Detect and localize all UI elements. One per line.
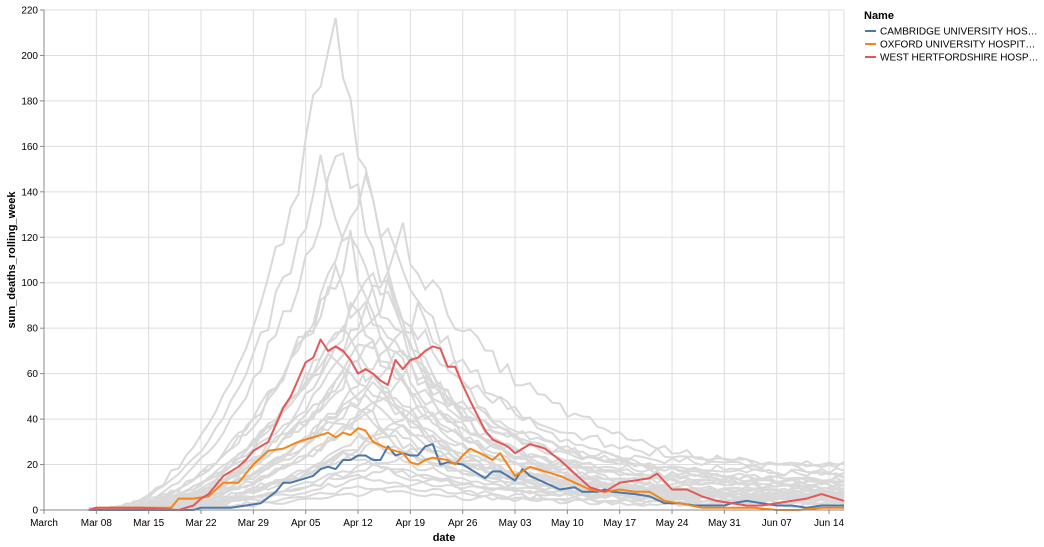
series-line [88, 338, 845, 511]
y-gridlines [44, 9, 844, 511]
background-series-line [88, 154, 845, 511]
x-tick-label: Apr 05 [291, 518, 321, 529]
y-axis: 0 20 40 60 80 100 120 140 160 180 200 220 [21, 6, 45, 517]
y-tick-label: 20 [27, 460, 39, 471]
legend-label: WEST HERTFORDSHIRE HOSP… [880, 53, 1039, 64]
y-tick-label: 220 [21, 6, 38, 17]
y-tick-label: 0 [32, 506, 38, 517]
legend-label: CAMBRIDGE UNIVERSITY HOS… [880, 27, 1038, 38]
legend: Name CAMBRIDGE UNIVERSITY HOS… OXFORD UNI… [864, 10, 1039, 64]
y-axis-title: sum_deaths_rolling_week [6, 191, 18, 329]
series-line [88, 427, 844, 511]
y-tick-label: 180 [21, 96, 38, 107]
legend-title: Name [864, 10, 894, 22]
y-tick-label: 60 [27, 369, 39, 380]
x-tick-label: May 17 [603, 518, 636, 529]
x-tick-label: Apr 26 [448, 518, 478, 529]
x-tick-label: March [30, 518, 58, 529]
background-series-line [88, 404, 845, 512]
x-tick-label: Apr 12 [343, 518, 373, 529]
x-tick-label: Jun 07 [762, 518, 792, 529]
y-tick-label: 160 [21, 142, 38, 153]
y-tick-label: 100 [21, 278, 38, 289]
legend-label: OXFORD UNIVERSITY HOSPIT… [880, 40, 1035, 51]
background-series-line [88, 17, 845, 512]
x-axis-title: date [433, 532, 456, 544]
x-tick-label: Jun 14 [814, 518, 844, 529]
x-tick-label: Mar 08 [81, 518, 113, 529]
x-axis: March Mar 08 Mar 15 Mar 22 Mar 29 Apr 05 Apr 1… [30, 509, 844, 529]
y-tick-label: 120 [21, 233, 38, 244]
background-series-line [88, 274, 845, 511]
x-tick-label: May 03 [499, 518, 532, 529]
x-tick-label: May 10 [551, 518, 584, 529]
y-tick-label: 80 [27, 324, 39, 335]
x-tick-label: Mar 15 [133, 518, 165, 529]
y-tick-label: 200 [21, 51, 38, 62]
x-tick-label: May 24 [656, 518, 689, 529]
background-series-group [88, 17, 845, 512]
background-series-line [88, 485, 845, 512]
x-tick-label: Mar 22 [185, 518, 217, 529]
highlighted-series-group [88, 338, 845, 511]
y-tick-label: 140 [21, 187, 38, 198]
y-tick-label: 40 [27, 415, 39, 426]
x-tick-label: Apr 19 [396, 518, 426, 529]
x-tick-label: Mar 29 [238, 518, 270, 529]
x-tick-label: May 31 [708, 518, 741, 529]
